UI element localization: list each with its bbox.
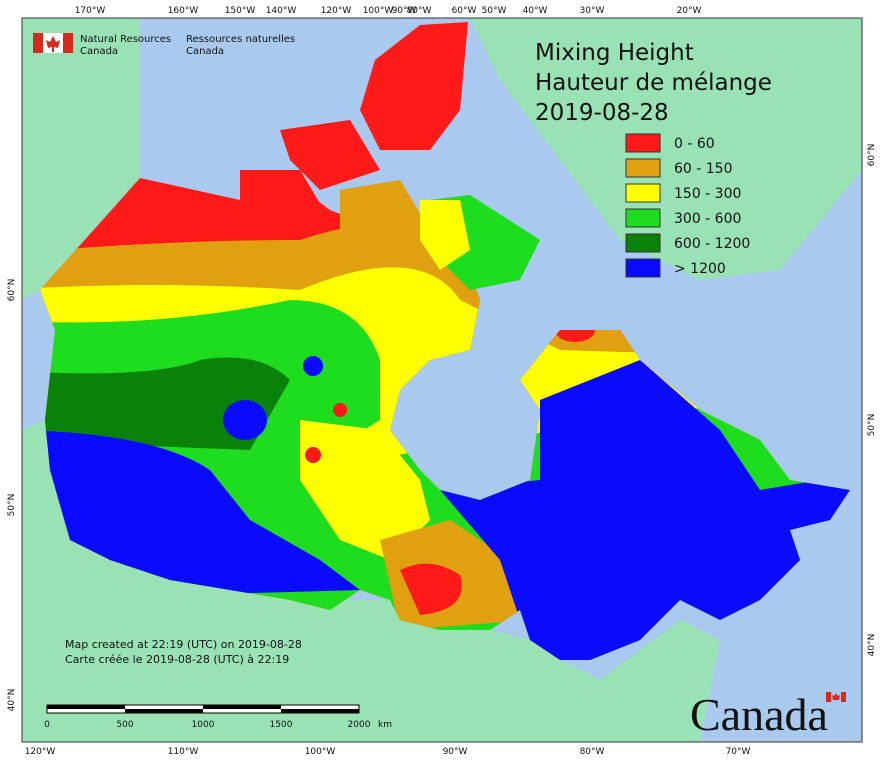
logo bbox=[33, 33, 73, 53]
arctic-island bbox=[340, 180, 430, 250]
top-label: 90°W bbox=[392, 6, 417, 16]
title-en: Mixing Height bbox=[535, 40, 694, 66]
map-frame bbox=[21, 17, 863, 743]
top-label: 50°W bbox=[482, 6, 507, 16]
scale-labels: 0 500 1000 1500 2000 bbox=[44, 720, 371, 730]
legend-label: > 1200 bbox=[674, 261, 726, 277]
scale-label: 0 bbox=[44, 720, 50, 730]
legend-swatch bbox=[625, 133, 661, 153]
legend-label: 300 - 600 bbox=[674, 211, 741, 227]
baffin-west bbox=[420, 200, 470, 270]
note-fr: Carte créée le 2019-08-28 (UTC) à 22:19 bbox=[65, 653, 289, 666]
legend-label: 60 - 150 bbox=[674, 161, 733, 177]
note-en: Map created at 22:19 (UTC) on 2019-08-28 bbox=[65, 638, 302, 651]
agency-en: Natural Resources bbox=[80, 34, 171, 45]
wordmark-flag bbox=[826, 692, 846, 702]
scale-unit: km bbox=[378, 720, 392, 730]
bottom-label: 120°W bbox=[25, 747, 56, 757]
top-label: 100°W bbox=[363, 6, 394, 16]
legend-swatch bbox=[625, 258, 661, 278]
legend-swatch bbox=[625, 208, 661, 228]
top-label: 30°W bbox=[580, 6, 605, 16]
usa-east bbox=[600, 620, 720, 742]
arctic-island bbox=[280, 120, 380, 190]
wordmark: Canada bbox=[690, 689, 828, 740]
legend-label: 0 - 60 bbox=[674, 136, 715, 152]
scale-label: 2000 bbox=[348, 720, 371, 730]
country-en: Canada bbox=[80, 46, 118, 57]
agency-fr: Ressources naturelles bbox=[186, 34, 295, 45]
top-label: 150°W bbox=[225, 6, 256, 16]
bottom-label: 80°W bbox=[580, 747, 605, 757]
legend-label: 150 - 300 bbox=[674, 186, 741, 202]
top-label: 140°W bbox=[266, 6, 297, 16]
left-label: 50°N bbox=[7, 494, 17, 517]
legend-swatch bbox=[625, 183, 661, 203]
top-label: 160°W bbox=[168, 6, 199, 16]
top-label: 40°W bbox=[523, 6, 548, 16]
right-label: 60°N bbox=[867, 144, 877, 167]
bottom-label: 110°W bbox=[168, 747, 199, 757]
ellesmere bbox=[360, 22, 468, 150]
bottom-label: 100°W bbox=[305, 747, 336, 757]
legend: 0 - 60 60 - 150 150 - 300 300 - 600 600 - 12… bbox=[625, 133, 750, 278]
top-label: 120°W bbox=[321, 6, 352, 16]
left-label: 40°N bbox=[7, 689, 17, 712]
title-fr: Hauteur de mélange bbox=[535, 70, 772, 96]
legend-label: 600 - 1200 bbox=[674, 236, 750, 252]
legend-swatch bbox=[625, 158, 661, 178]
scale-bar bbox=[46, 704, 360, 714]
scale-label: 1000 bbox=[192, 720, 215, 730]
top-label: 60°W bbox=[452, 6, 477, 16]
graticule-labels: 170°W 160°W 150°W 140°W 120°W 100°W90°W80°W 60… bbox=[7, 6, 877, 757]
alaska bbox=[22, 18, 140, 300]
greenland bbox=[470, 18, 862, 280]
top-label: 20°W bbox=[677, 6, 702, 16]
title-date: 2019-08-28 bbox=[535, 100, 669, 126]
bottom-label: 70°W bbox=[726, 747, 751, 757]
right-label: 40°N bbox=[867, 634, 877, 657]
scale-label: 500 bbox=[116, 720, 133, 730]
usa bbox=[22, 420, 620, 742]
country-fr: Canada bbox=[186, 46, 224, 57]
left-label: 60°N bbox=[7, 279, 17, 302]
bottom-label: 90°W bbox=[443, 747, 468, 757]
arctic-island bbox=[240, 170, 330, 240]
scale-label: 1500 bbox=[270, 720, 293, 730]
top-label: 80°W bbox=[407, 6, 432, 16]
right-label: 50°N bbox=[867, 414, 877, 437]
top-label: 170°W bbox=[75, 6, 106, 16]
legend-swatch bbox=[625, 233, 661, 253]
